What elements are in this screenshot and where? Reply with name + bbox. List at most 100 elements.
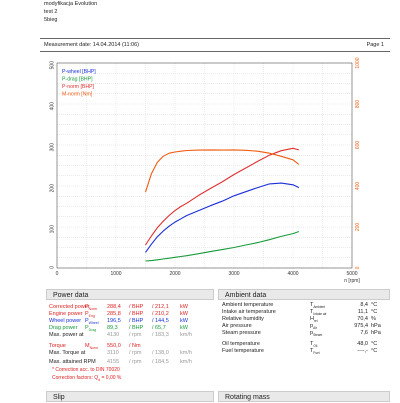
power-row-value-primary: 3110 bbox=[107, 350, 119, 356]
ambient-row-label: Relative humidity bbox=[222, 316, 264, 322]
y-right-tick-label: 800 bbox=[355, 100, 361, 109]
symbol-letter: T bbox=[310, 309, 314, 315]
x-tick-label: 3000 bbox=[228, 271, 239, 277]
separator: / bbox=[152, 304, 154, 310]
symbol-letter: T bbox=[310, 302, 314, 308]
separator: / bbox=[129, 350, 131, 356]
symbol-letter: P bbox=[85, 304, 89, 310]
power-row: Engine power 285,8 BHP 210,2 kW PEng / / bbox=[49, 311, 217, 318]
power-row: Corrected power 288,4 BHP 212,1 kW PNorm / / bbox=[49, 304, 217, 311]
header-divider-top bbox=[40, 38, 390, 39]
chart-ticks: 0 1000 2000 3000 4000 50000100200300400500020… bbox=[49, 57, 361, 277]
ambient-row-label: Oil temperature bbox=[222, 341, 260, 347]
symbol-letter: p bbox=[310, 330, 314, 336]
power-row-label: Max. power at bbox=[49, 332, 84, 338]
y-right-tick-label: 1000 bbox=[355, 57, 361, 68]
legend-entry: P-wheel [BHP] bbox=[62, 69, 96, 75]
ambient-row-value: 975,4 bbox=[354, 323, 368, 329]
symbol-subscript: Intake air bbox=[313, 312, 327, 317]
power-row-value-primary: 288,4 bbox=[107, 304, 121, 310]
power-row-symbol: PDrag bbox=[85, 325, 96, 334]
legend-entry: M-norm [Nm] bbox=[62, 92, 93, 98]
report-subtitle-line2: test 2 bbox=[44, 9, 58, 15]
ambient-row-symbol: TFuel bbox=[310, 348, 320, 357]
y-left-tick-label: 500 bbox=[49, 61, 55, 70]
ambient-row-symbol: TIntake air bbox=[310, 309, 327, 318]
ambient-row-unit: °C bbox=[371, 309, 378, 315]
power-row: Max. power at 4130 rpm 183,3 km/h / / bbox=[49, 332, 217, 339]
y-left-tick-label: 0 bbox=[49, 266, 55, 269]
separator: / bbox=[152, 325, 154, 331]
y-left-tick-label: 400 bbox=[49, 102, 55, 111]
x-tick-label: 5000 bbox=[346, 271, 357, 277]
power-row-value-secondary: 138,0 bbox=[155, 350, 169, 356]
power-row-value-primary: 285,8 bbox=[107, 311, 121, 317]
power-row-unit-primary: BHP bbox=[132, 304, 144, 310]
power-row-value-primary: 550,0 bbox=[107, 343, 121, 349]
ambient-row-unit: °C bbox=[371, 341, 378, 347]
power-row-unit-primary: Nm bbox=[132, 343, 141, 349]
ambient-row: Steam pressure 7,6 hPa pSteam bbox=[222, 330, 390, 337]
power-row-value-secondary: 144,5 bbox=[155, 318, 169, 324]
symbol-subscript: Ambient bbox=[313, 305, 326, 310]
separator: / bbox=[129, 359, 131, 365]
power-row-unit-secondary: kW bbox=[180, 318, 188, 324]
series-line-3 bbox=[144, 149, 300, 193]
ambient-row-label: Ambient temperature bbox=[222, 302, 274, 308]
power-row: Torque 550,0 Nm MNorm / bbox=[49, 343, 217, 350]
series-line-0 bbox=[145, 182, 300, 253]
rotating-mass-header: Rotating mass bbox=[218, 391, 390, 402]
ambient-row-symbol: TOil bbox=[310, 341, 317, 350]
ambient-row-label: Steam pressure bbox=[222, 330, 261, 336]
ambient-row-value: 7,6 bbox=[360, 330, 368, 336]
correction-factors-footnote: Correction factors: Qd = 0,00 % bbox=[52, 375, 121, 382]
power-row-unit-secondary: kW bbox=[180, 304, 188, 310]
ambient-row-unit: hPa bbox=[371, 330, 381, 336]
x-axis-unit-label: n [rpm] bbox=[344, 278, 360, 284]
symbol-subscript: Oil bbox=[313, 344, 318, 349]
ambient-row: Ambient temperature 8,4 °C TAmbient bbox=[222, 302, 390, 309]
power-row-label: Corrected power bbox=[49, 304, 90, 310]
power-row-value-primary: 89,3 bbox=[107, 325, 118, 331]
power-row-unit-secondary: kW bbox=[180, 325, 188, 331]
ambient-row-label: Intake air temperature bbox=[222, 309, 276, 315]
slip-header: Slip bbox=[46, 391, 214, 402]
power-row-label: Max. Torque at bbox=[49, 350, 86, 356]
power-row-unit-primary: rpm bbox=[132, 350, 142, 356]
power-row-symbol: MNorm bbox=[85, 343, 98, 352]
power-row-unit-primary: BHP bbox=[132, 318, 144, 324]
symbol-subscript: Wheel bbox=[88, 321, 99, 326]
symbol-letter: P bbox=[85, 325, 89, 331]
report-subtitle-line3: 5bieg bbox=[44, 17, 58, 23]
separator: / bbox=[152, 350, 154, 356]
separator: / bbox=[152, 359, 154, 365]
ambient-row-symbol: pAir bbox=[310, 323, 317, 332]
chart-grid bbox=[56, 62, 353, 269]
power-row: Drag power 89,3 BHP 65,7 kW PDrag / / bbox=[49, 325, 217, 332]
power-row-value-secondary: 65,7 bbox=[155, 325, 166, 331]
separator: / bbox=[152, 318, 154, 324]
x-tick-label: 1000 bbox=[110, 271, 121, 277]
series-line-2 bbox=[145, 147, 300, 246]
symbol-letter: p bbox=[310, 323, 314, 329]
ambient-row-unit: % bbox=[371, 316, 376, 322]
power-data-header: Power data bbox=[46, 289, 214, 300]
power-row-unit-secondary: kW bbox=[180, 311, 188, 317]
power-row-value-primary: 196,5 bbox=[107, 318, 121, 324]
power-row-unit-secondary: km/h bbox=[180, 350, 192, 356]
ambient-row-symbol: Hrel bbox=[310, 316, 318, 325]
power-row-unit-secondary: km/h bbox=[180, 359, 192, 365]
y-left-tick-label: 200 bbox=[49, 184, 55, 193]
y-left-tick-label: 100 bbox=[49, 225, 55, 234]
legend-entry: P-drag [BHP] bbox=[62, 77, 93, 83]
ambient-data-header: Ambient data bbox=[218, 289, 390, 300]
symbol-subscript: Air bbox=[313, 326, 317, 331]
ambient-row-symbol: TAmbient bbox=[310, 302, 325, 311]
symbol-subscript: Steam bbox=[313, 333, 323, 338]
separator: / bbox=[129, 343, 131, 349]
ambient-row-value: 11,1 bbox=[357, 309, 368, 315]
power-row-unit-primary: rpm bbox=[132, 359, 142, 365]
power-row-symbol: PNorm bbox=[85, 304, 97, 313]
symbol-subscript: Norm bbox=[88, 307, 98, 312]
separator: / bbox=[129, 304, 131, 310]
